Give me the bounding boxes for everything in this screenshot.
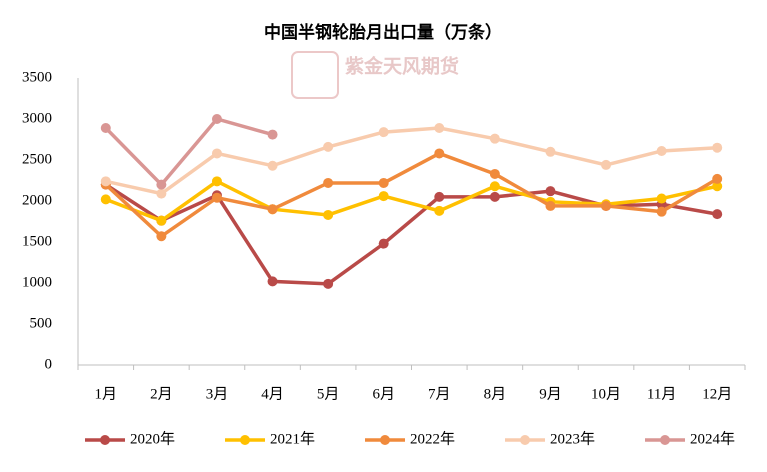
point [378, 191, 389, 202]
watermark: 紫金天风期货 [345, 54, 459, 77]
x-tick-label: 11月 [647, 386, 676, 402]
point [100, 123, 111, 134]
legend-marker [380, 435, 390, 445]
y-tick-label: 1500 [22, 233, 52, 249]
legend-label: 2023年 [550, 430, 595, 447]
point [267, 204, 278, 215]
point [434, 205, 445, 216]
x-tick-label: 5月 [317, 386, 340, 402]
x-tick-label: 9月 [539, 386, 562, 402]
series-line [105, 126, 718, 196]
point [601, 159, 612, 170]
point [156, 231, 167, 242]
point [211, 114, 222, 124]
point [378, 127, 389, 138]
point [267, 276, 278, 287]
point [100, 176, 111, 187]
point [156, 179, 167, 190]
point [712, 181, 723, 192]
point [378, 238, 389, 249]
legend-label: 2021年 [270, 430, 315, 447]
point [489, 181, 500, 192]
point [656, 193, 667, 204]
point [434, 148, 445, 159]
point [601, 200, 612, 211]
point [323, 278, 334, 289]
point [656, 206, 667, 217]
x-tick-label: 7月 [428, 386, 451, 402]
point [545, 186, 556, 197]
legend-marker [240, 435, 250, 445]
point [545, 146, 556, 157]
y-tick-label: 3000 [22, 110, 52, 126]
x-tick-label: 2月 [150, 386, 173, 402]
y-tick-label: 2500 [22, 151, 52, 167]
x-tick-label: 4月 [261, 386, 284, 402]
point [323, 177, 334, 188]
y-tick-label: 2000 [22, 192, 52, 208]
legend-marker [660, 435, 670, 445]
chart-title: 中国半钢轮胎月出口量（万条） [264, 22, 502, 42]
x-tick-label: 8月 [484, 386, 507, 402]
point [100, 194, 111, 205]
legend-marker [100, 435, 110, 445]
series-line [104, 151, 719, 239]
point [156, 188, 167, 199]
point [545, 200, 556, 211]
legend-label: 2024年 [690, 430, 735, 447]
point [211, 176, 222, 187]
series-line [105, 179, 718, 223]
point [656, 145, 667, 156]
point [211, 192, 222, 203]
point [489, 191, 500, 202]
point [434, 123, 445, 134]
point [434, 191, 445, 202]
point [712, 209, 723, 220]
point [156, 215, 167, 226]
watermark-logo [291, 51, 339, 99]
x-tick-label: 12月 [702, 386, 732, 402]
point [323, 209, 334, 220]
point [323, 141, 334, 152]
series-line [104, 117, 274, 188]
series-line [104, 183, 718, 286]
point [378, 177, 389, 188]
x-tick-label: 3月 [206, 386, 229, 402]
x-tick-label: 6月 [372, 386, 395, 402]
point [489, 168, 500, 179]
point [267, 160, 278, 171]
point [712, 173, 723, 184]
y-tick-label: 1000 [22, 274, 52, 290]
point [712, 142, 723, 153]
legend-label: 2022年 [410, 430, 455, 447]
x-tick-label: 1月 [95, 386, 118, 402]
x-tick-label: 10月 [591, 386, 621, 402]
point [489, 133, 500, 144]
point [211, 148, 222, 159]
y-tick-label: 0 [45, 356, 53, 372]
legend-label: 2020年 [130, 430, 175, 447]
y-tick-label: 500 [30, 315, 53, 331]
point [267, 129, 278, 140]
y-tick-label: 3500 [22, 69, 52, 85]
legend-marker [520, 435, 530, 445]
